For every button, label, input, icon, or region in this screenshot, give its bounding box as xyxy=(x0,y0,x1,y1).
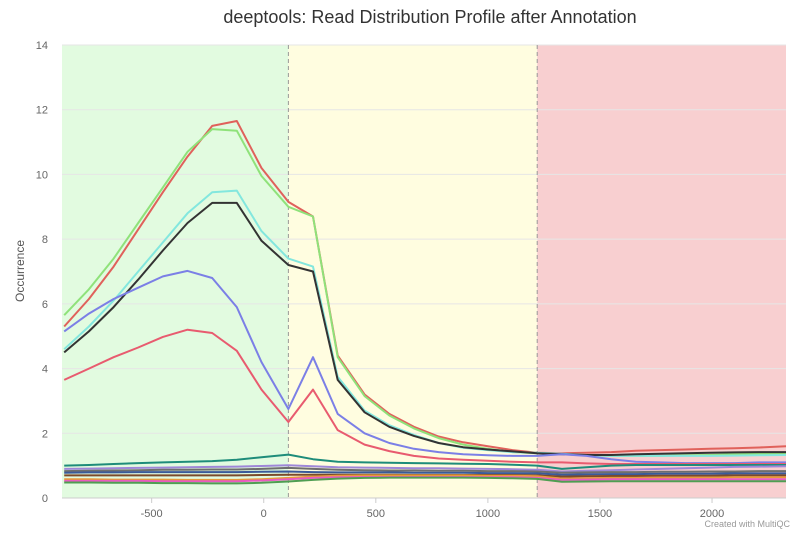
chart-title: deeptools: Read Distribution Profile aft… xyxy=(223,7,637,27)
grid-lines xyxy=(62,44,786,499)
axes: 0 2 4 6 8 10 12 14 -500 0 500 1000 1500 2000 xyxy=(36,40,725,520)
x-tick-label: 2000 xyxy=(700,508,724,520)
x-tick-label: 0 xyxy=(261,508,267,520)
region-band-1 xyxy=(288,45,538,498)
y-tick-label: 8 xyxy=(42,234,48,246)
x-tick-label: 500 xyxy=(367,508,385,520)
x-tick-label: 1500 xyxy=(588,508,612,520)
y-tick-label: 10 xyxy=(36,169,48,181)
series-line-4[interactable] xyxy=(63,269,786,465)
y-tick-label: 4 xyxy=(42,364,48,376)
credit-text: Created with MultiQC xyxy=(704,519,790,529)
series-line-7[interactable] xyxy=(64,464,787,473)
series-line-9[interactable] xyxy=(64,470,786,476)
series-line-6[interactable] xyxy=(64,453,786,470)
series-line-0[interactable] xyxy=(63,120,787,455)
region-band-0 xyxy=(62,45,289,498)
y-axis-label: Occurrence xyxy=(13,240,27,302)
x-tick-label: -500 xyxy=(141,508,163,520)
series-lines xyxy=(63,120,787,485)
y-tick-label: 2 xyxy=(42,428,48,440)
series-line-11[interactable] xyxy=(64,474,786,481)
series-line-13[interactable] xyxy=(64,476,786,485)
region-band-2 xyxy=(537,45,786,498)
series-line-3[interactable] xyxy=(63,201,786,456)
series-line-8[interactable] xyxy=(64,466,786,474)
y-tick-label: 12 xyxy=(36,105,48,117)
y-tick-label: 0 xyxy=(42,493,48,505)
y-tick-label: 6 xyxy=(42,299,48,311)
y-tick-label: 14 xyxy=(36,40,48,52)
x-tick-label: 1000 xyxy=(476,508,500,520)
region-dividers xyxy=(287,45,538,498)
region-bands xyxy=(62,45,786,498)
